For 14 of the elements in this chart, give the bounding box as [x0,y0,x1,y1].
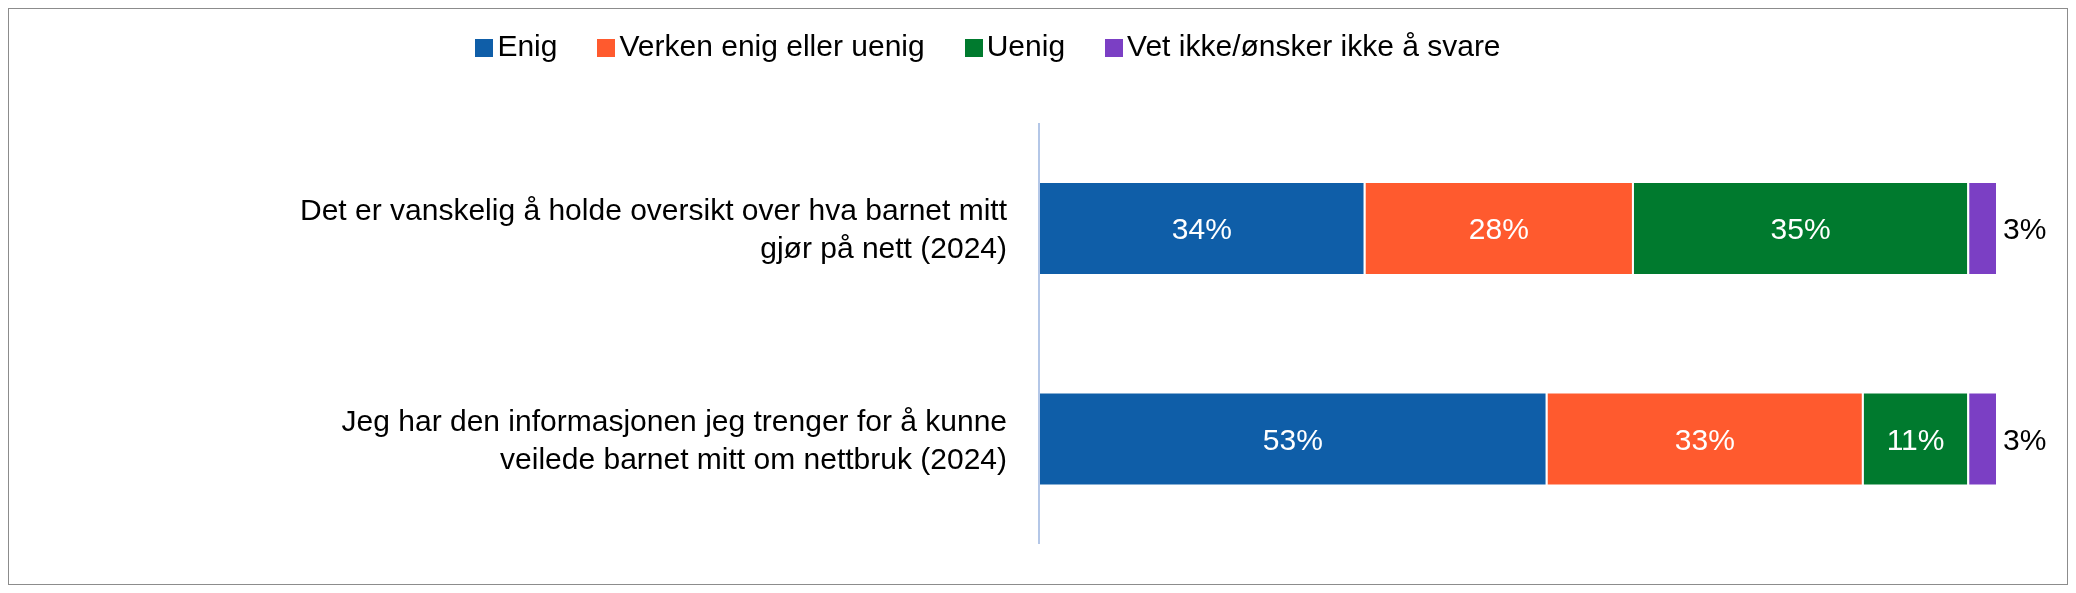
data-label: 53% [1262,422,1323,456]
y-tick-label: Det er vanskelig å holde oversikt over hva barnet mitt gjør på nett (2024) [299,192,1008,264]
data-label: 3% [2003,212,2047,245]
data-label: 34% [1171,212,1232,245]
legend-label: Verken enig eller uenig [619,29,925,62]
data-label: 35% [1770,212,1831,245]
legend-label: Vet ikke/ønsker ikke å svare [1127,29,1501,62]
legend-label: Uenig [986,29,1066,62]
legend-label: Enig [497,29,558,62]
data-label: 28% [1468,212,1529,245]
data-label: 11% [1886,422,1945,456]
y-tick-label: Jeg har den informasjonen jeg trenger for å kunne veilede barnet mitt om nettbruk (2024) [341,403,1007,475]
data-label: 3% [2003,422,2047,456]
data-label: 33% [1674,422,1735,456]
